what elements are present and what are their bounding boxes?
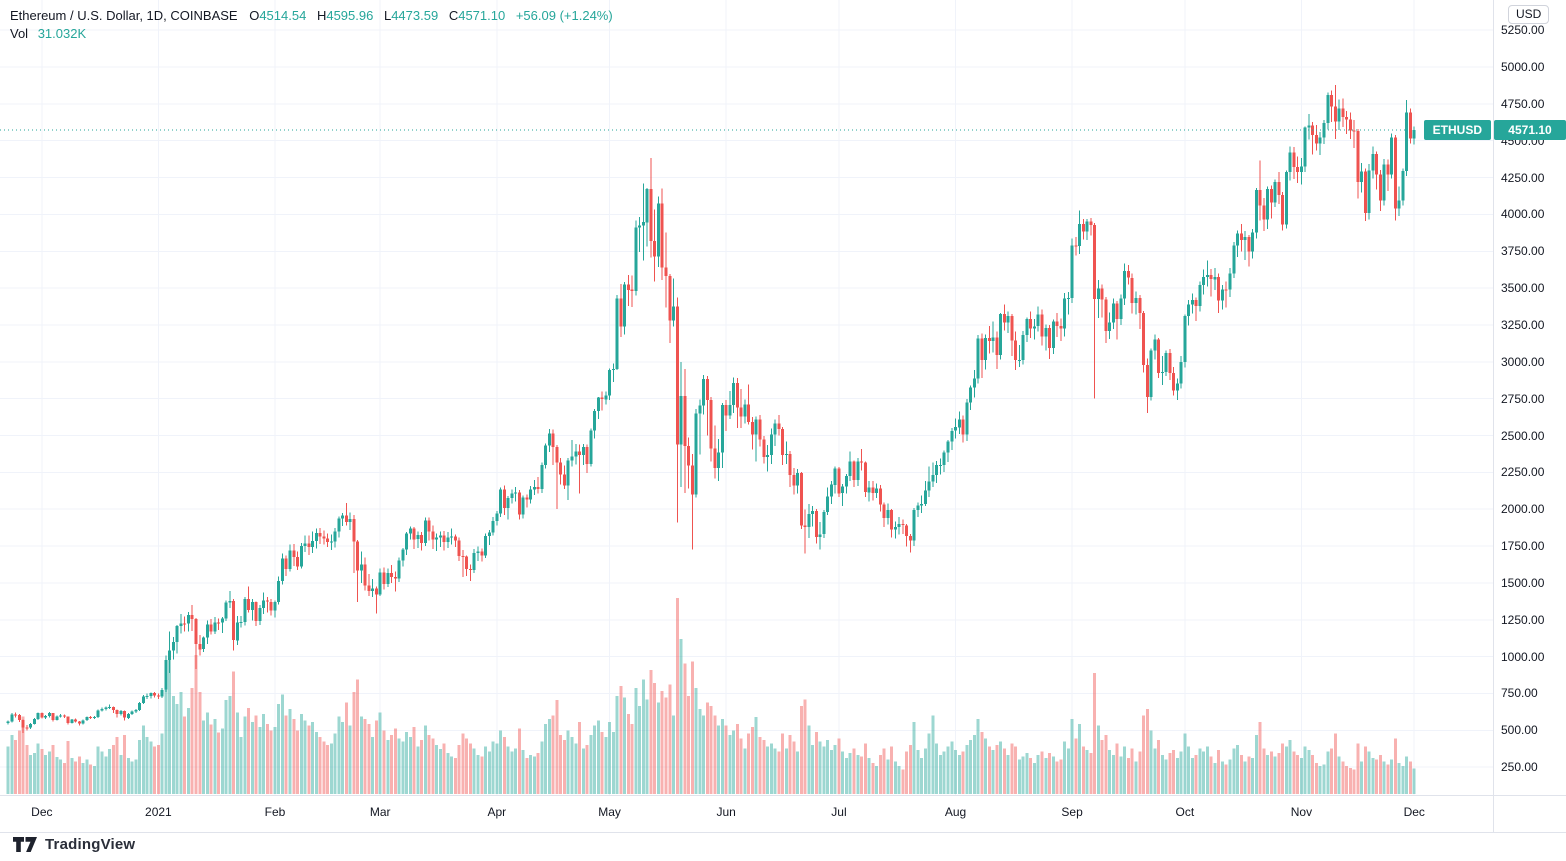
axis-corner [1493, 796, 1566, 832]
price-tick-label: 1500.00 [1501, 575, 1545, 590]
price-tick-label: 2750.00 [1501, 391, 1545, 406]
price-tick-label: 4250.00 [1501, 170, 1545, 185]
footer-bar: TradingView [0, 831, 1566, 861]
time-axis[interactable]: Dec 2021 Feb Mar Apr May Jun Jul Aug Sep Oct Nov Dec [0, 795, 1566, 833]
currency-unit-button[interactable]: USD [1508, 5, 1550, 24]
tradingview-logo-text: TradingView [45, 836, 136, 853]
chart-plot-area[interactable] [0, 0, 1493, 795]
time-tick-label: Feb [264, 805, 286, 819]
price-tick-label: 1250.00 [1501, 612, 1545, 627]
time-tick-label: Jul [831, 805, 847, 819]
price-tick-label: 3250.00 [1501, 317, 1545, 332]
price-tick-label: 5250.00 [1501, 23, 1545, 38]
price-tick-label: 2250.00 [1501, 465, 1545, 480]
price-tick-label: 500.00 [1501, 723, 1538, 738]
time-tick-label: Apr [487, 805, 507, 819]
price-tick-label: 3500.00 [1501, 281, 1545, 296]
price-tick-label: 250.00 [1501, 760, 1538, 775]
price-axis[interactable]: 250.00 500.00 750.00 1000.00 1250.00 1500.00 1… [1493, 0, 1566, 795]
price-tick-label: 2000.00 [1501, 502, 1545, 517]
ohlc-open: O4514.54 [249, 8, 307, 23]
time-tick-label: 2021 [145, 805, 172, 819]
price-tick-label: 4750.00 [1501, 96, 1545, 111]
price-tick-label: 5000.00 [1501, 60, 1545, 74]
ohlc-close: C4571.10 [448, 8, 506, 23]
price-tick-label: 4000.00 [1501, 207, 1545, 222]
price-tick-label: 1000.00 [1501, 649, 1545, 664]
price-tick-label: 1750.00 [1501, 539, 1545, 554]
volume-value: 31.032K [37, 26, 87, 41]
time-tick-label: Mar [369, 805, 391, 819]
grid-layer [0, 0, 1493, 795]
price-tick-label: 3000.00 [1501, 354, 1545, 369]
time-tick-label: Oct [1175, 805, 1195, 819]
volume-layer [6, 598, 1416, 794]
symbol-title[interactable]: Ethereum / U.S. Dollar, 1D, COINBASE [10, 8, 238, 23]
time-tick-label: Nov [1290, 805, 1313, 819]
volume-label[interactable]: Vol [10, 26, 29, 41]
time-tick-label: Jun [716, 805, 736, 819]
time-tick-label: Dec [31, 805, 53, 819]
candles-layer [6, 85, 1416, 733]
last-price-symbol-badge: ETHUSD [1423, 120, 1491, 141]
price-tick-label: 750.00 [1501, 686, 1538, 701]
price-tick-label: 3750.00 [1501, 244, 1545, 259]
time-tick-label: May [598, 805, 621, 819]
time-tick-label: Aug [944, 805, 967, 819]
price-tick-label: 2500.00 [1501, 428, 1545, 443]
ohlc-high: H4595.96 [316, 8, 374, 23]
ohlc-low: L4473.59 [383, 8, 439, 23]
chart-legend: Ethereum / U.S. Dollar, 1D, COINBASE O45… [10, 7, 613, 43]
tradingview-logo-icon [13, 837, 37, 852]
time-tick-label: Sep [1061, 805, 1083, 819]
last-price-value-badge: 4571.10 [1494, 120, 1566, 141]
price-change: +56.09 (+1.24%) [515, 8, 613, 23]
tradingview-logo-link[interactable]: TradingView [13, 836, 135, 853]
time-tick-label: Dec [1403, 805, 1425, 819]
